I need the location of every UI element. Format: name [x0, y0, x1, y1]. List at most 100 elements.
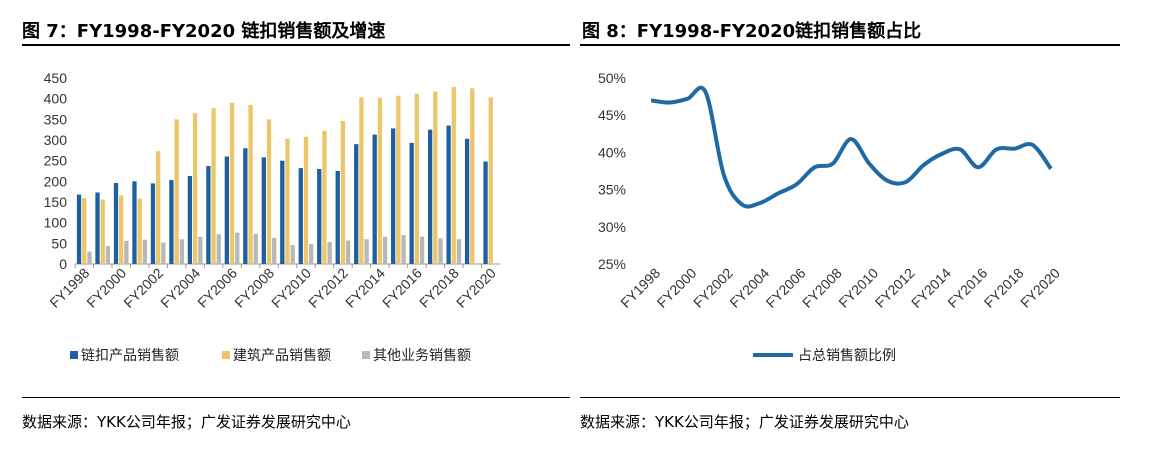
bar-3-FY2017: [438, 238, 443, 264]
bar-3-FY2006: [235, 232, 240, 264]
bar-1-FY2005: [206, 166, 211, 264]
y-tick-label: 100: [44, 215, 68, 231]
bar-2-FY2019: [470, 88, 475, 264]
bar-2-FY2001: [137, 198, 142, 264]
bar-3-FY2014: [382, 236, 388, 264]
bar-2-FY2015: [396, 95, 401, 264]
legend-swatch-1: [70, 351, 78, 359]
left-source-text: 数据来源：YKK公司年报；广发证券发展研究中心: [22, 413, 351, 431]
bar-2-FY2016: [414, 93, 419, 264]
bar-2-FY2005: [211, 108, 216, 264]
bar-2-FY2014: [377, 97, 383, 264]
bar-1-FY1998: [76, 194, 82, 264]
y-tick-label: 250: [44, 153, 68, 169]
right-source-text: 数据来源：YKK公司年报；广发证券发展研究中心: [580, 413, 909, 431]
bar-3-FY2008: [272, 237, 277, 264]
bar-1-FY2010: [298, 168, 303, 264]
left-figure-title: 图 7：FY1998-FY2020 链扣销售额及增速: [22, 21, 386, 42]
left-source-rule: [22, 397, 570, 398]
bar-1-FY2000: [113, 182, 119, 264]
y-tick-label: 30%: [598, 219, 626, 235]
x-tick-label: FY2012: [305, 265, 351, 311]
bar-3-FY2003: [179, 239, 184, 264]
legend-label-2: 建筑产品销售额: [233, 348, 331, 364]
bar-1-FY2014: [372, 134, 377, 264]
x-tick-label: FY2000: [654, 265, 700, 311]
legend-label-share: 占总销售额比例: [798, 348, 896, 364]
right-line-chart: 25%30%35%40%45%50%FY1998FY2000FY2002FY20…: [598, 70, 1063, 364]
bar-1-FY2006: [224, 156, 230, 264]
y-tick-label: 400: [44, 91, 68, 107]
bar-2-FY2020: [488, 97, 493, 264]
x-tick-label: FY2016: [379, 265, 425, 311]
x-tick-label: FY2004: [157, 265, 203, 311]
x-tick-label: FY2018: [981, 265, 1027, 311]
x-tick-label: FY2020: [453, 265, 499, 311]
x-tick-label: FY2002: [120, 265, 166, 311]
bar-1-FY2008: [261, 157, 266, 264]
bar-3-FY2002: [161, 242, 166, 264]
bar-1-FY2002: [150, 183, 156, 264]
bar-2-FY2011: [322, 130, 327, 264]
right-title-rule: [580, 44, 1120, 46]
y-tick-label: 40%: [598, 144, 626, 160]
y-tick-label: 45%: [598, 107, 626, 123]
x-tick-label: FY2010: [835, 265, 881, 311]
x-tick-label: FY2006: [194, 265, 240, 311]
bar-2-FY1998: [82, 197, 87, 264]
legend-swatch-3: [362, 351, 370, 359]
bar-3-FY2004: [198, 236, 203, 264]
bar-3-FY2013: [364, 239, 369, 264]
bar-2-FY2018: [451, 87, 456, 264]
legend-label-3: 其他业务销售额: [373, 348, 471, 364]
left-panel: 图 7：FY1998-FY2020 链扣销售额及增速 0 50 100 150 200 2…: [0, 0, 570, 464]
right-panel: 图 8：FY1998-FY2020链扣销售额占比 25% 30% 35% 40% 45%…: [580, 0, 1150, 464]
bar-1-FY2004: [187, 175, 193, 264]
y-tick-label: 35%: [598, 182, 626, 198]
series-line-share: [650, 85, 1053, 209]
bar-3-FY2012: [345, 240, 351, 264]
x-tick-label: FY2006: [763, 265, 809, 311]
bar-1-FY2019: [464, 138, 470, 264]
bar-1-FY2018: [446, 125, 451, 265]
bar-3-FY2016: [419, 236, 425, 264]
bar-1-FY2020: [483, 161, 488, 264]
x-tick-label: FY2020: [1017, 265, 1063, 311]
bar-2-FY2004: [192, 113, 198, 264]
bar-3-FY2000: [124, 240, 129, 264]
y-tick-label: 25%: [598, 256, 626, 272]
y-tick-label: 350: [44, 111, 68, 127]
bar-2-FY2003: [174, 119, 179, 264]
bar-1-FY2007: [243, 148, 248, 264]
bar-2-FY2012: [340, 120, 346, 264]
x-tick-label: FY2010: [268, 265, 314, 311]
bar-2-FY2002: [156, 151, 161, 264]
left-title-rule: [22, 44, 570, 46]
bar-1-FY1999: [95, 192, 100, 264]
x-tick-label: FY2004: [726, 265, 772, 311]
x-tick-label: FY2008: [231, 265, 277, 311]
y-tick-label: 0: [59, 256, 67, 272]
x-tick-label: FY2012: [872, 265, 918, 311]
bar-2-FY2009: [285, 138, 290, 264]
bar-2-FY2006: [229, 102, 235, 264]
bar-3-FY2005: [216, 234, 221, 264]
bar-2-FY2000: [119, 195, 124, 264]
x-tick-label: FY2008: [799, 265, 845, 311]
bar-1-FY2009: [280, 160, 285, 264]
x-tick-label: FY1998: [46, 265, 92, 311]
bar-1-FY2017: [427, 129, 433, 264]
x-tick-label: FY2014: [342, 265, 388, 311]
bar-2-FY2017: [433, 91, 438, 264]
bar-1-FY2016: [409, 142, 414, 264]
x-tick-label: FY2000: [83, 265, 129, 311]
legend-swatch-2: [222, 351, 230, 359]
bar-3-FY1999: [105, 245, 111, 264]
x-tick-label: FY2002: [690, 265, 736, 311]
bar-1-FY2003: [169, 180, 174, 264]
x-tick-label: FY2016: [944, 265, 990, 311]
y-tick-label: 450: [44, 70, 68, 86]
bar-3-FY2007: [253, 233, 258, 264]
bar-3-FY2018: [456, 239, 462, 264]
bar-3-FY2015: [401, 235, 406, 264]
